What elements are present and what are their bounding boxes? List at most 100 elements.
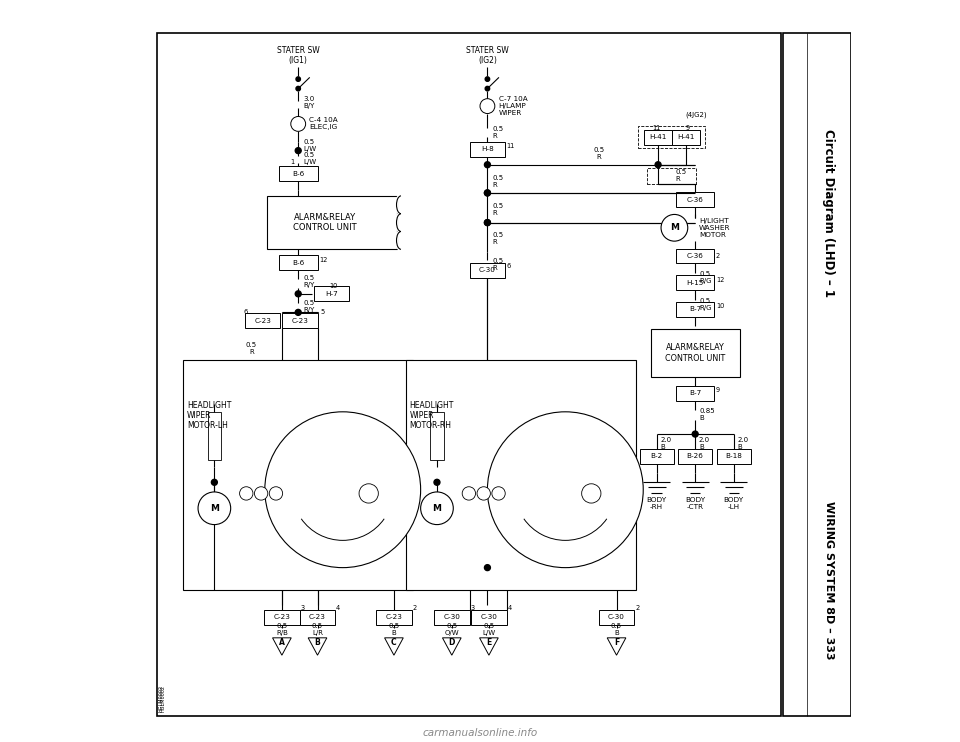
Text: C-36: C-36 xyxy=(686,197,704,203)
Text: 0.5
R/G: 0.5 R/G xyxy=(700,271,712,284)
Circle shape xyxy=(485,190,491,196)
Text: 2.0
B: 2.0 B xyxy=(699,437,710,450)
Circle shape xyxy=(488,412,643,568)
Polygon shape xyxy=(443,638,461,655)
Text: 6: 6 xyxy=(507,263,511,269)
FancyBboxPatch shape xyxy=(644,130,672,145)
Text: 2: 2 xyxy=(636,605,639,611)
Circle shape xyxy=(485,77,490,82)
Circle shape xyxy=(359,484,378,503)
FancyBboxPatch shape xyxy=(638,126,705,148)
Text: 0.5
R: 0.5 R xyxy=(492,174,504,188)
Text: 0.5
R: 0.5 R xyxy=(492,257,504,271)
Text: B-26: B-26 xyxy=(686,453,704,459)
Text: STATER SW
(IG2): STATER SW (IG2) xyxy=(466,46,509,65)
FancyBboxPatch shape xyxy=(264,610,300,625)
Circle shape xyxy=(265,412,420,568)
Text: 11: 11 xyxy=(653,125,660,131)
Circle shape xyxy=(296,77,300,82)
FancyBboxPatch shape xyxy=(183,360,413,590)
Text: C-30: C-30 xyxy=(480,614,497,620)
Text: BODY
-CTR: BODY -CTR xyxy=(685,497,706,510)
FancyBboxPatch shape xyxy=(471,610,507,625)
Text: C-7 10A
H/LAMP
WIPER: C-7 10A H/LAMP WIPER xyxy=(498,96,527,116)
Text: M: M xyxy=(210,504,219,513)
Text: 12: 12 xyxy=(319,257,327,263)
FancyBboxPatch shape xyxy=(676,249,714,263)
FancyBboxPatch shape xyxy=(717,449,751,464)
Text: 0.5
R: 0.5 R xyxy=(492,232,504,246)
FancyBboxPatch shape xyxy=(676,386,714,401)
Text: 12: 12 xyxy=(716,277,725,283)
Text: 3: 3 xyxy=(300,605,304,611)
Text: 4: 4 xyxy=(508,605,512,611)
Text: H-7: H-7 xyxy=(325,291,338,297)
Circle shape xyxy=(462,487,475,500)
FancyBboxPatch shape xyxy=(434,610,469,625)
FancyBboxPatch shape xyxy=(245,313,280,328)
Text: C-30: C-30 xyxy=(608,614,625,620)
Circle shape xyxy=(296,86,300,91)
Circle shape xyxy=(269,487,282,500)
Text: B-2: B-2 xyxy=(651,453,662,459)
Circle shape xyxy=(492,487,505,500)
Text: M: M xyxy=(432,504,442,513)
Text: H/LIGHT
WASHER
MOTOR: H/LIGHT WASHER MOTOR xyxy=(699,218,731,237)
Text: HEADLIGHT
WIPER
MOTOR-LH: HEADLIGHT WIPER MOTOR-LH xyxy=(187,401,231,430)
Circle shape xyxy=(485,190,491,196)
FancyBboxPatch shape xyxy=(782,33,851,716)
Circle shape xyxy=(661,214,687,241)
Polygon shape xyxy=(385,638,403,655)
FancyBboxPatch shape xyxy=(676,275,714,290)
Circle shape xyxy=(655,162,661,168)
Circle shape xyxy=(485,162,491,168)
Text: 2.0
B: 2.0 B xyxy=(737,437,749,450)
Text: H-15: H-15 xyxy=(686,280,704,286)
FancyBboxPatch shape xyxy=(469,263,505,278)
Text: 4: 4 xyxy=(336,605,340,611)
Text: 0.5
R: 0.5 R xyxy=(593,147,604,160)
Text: 0.5
R: 0.5 R xyxy=(492,125,504,139)
Text: A: A xyxy=(279,638,285,647)
Text: 0.5
R: 0.5 R xyxy=(675,169,686,183)
Text: H-41: H-41 xyxy=(649,134,667,140)
Circle shape xyxy=(198,492,230,525)
Text: (4JG2): (4JG2) xyxy=(685,112,708,118)
FancyBboxPatch shape xyxy=(469,142,505,157)
FancyBboxPatch shape xyxy=(639,449,674,464)
Circle shape xyxy=(296,309,301,315)
Text: 0.5
R: 0.5 R xyxy=(492,203,504,216)
Text: 10: 10 xyxy=(716,303,725,309)
Text: E: E xyxy=(487,638,492,647)
Text: 9: 9 xyxy=(716,387,720,393)
Text: C-23: C-23 xyxy=(254,318,271,324)
Polygon shape xyxy=(480,638,498,655)
Circle shape xyxy=(254,487,268,500)
Text: C-4 10A
ELEC,IG: C-4 10A ELEC,IG xyxy=(309,117,338,131)
Text: C-30: C-30 xyxy=(479,267,496,273)
Text: WIRING SYSTEM 8D – 333: WIRING SYSTEM 8D – 333 xyxy=(824,501,834,660)
Text: 2: 2 xyxy=(716,253,720,259)
Text: 0.85
B: 0.85 B xyxy=(700,408,715,421)
Text: STATER SW
(IG1): STATER SW (IG1) xyxy=(276,46,320,65)
FancyBboxPatch shape xyxy=(376,610,412,625)
FancyBboxPatch shape xyxy=(300,610,335,625)
Polygon shape xyxy=(273,638,291,655)
Text: B-7: B-7 xyxy=(689,306,702,312)
Text: 3: 3 xyxy=(470,605,474,611)
Text: H-41: H-41 xyxy=(678,134,695,140)
FancyBboxPatch shape xyxy=(430,412,444,460)
Text: C: C xyxy=(391,638,396,647)
Text: 1: 1 xyxy=(290,159,295,165)
Text: 9: 9 xyxy=(685,125,690,131)
Text: HGLM0002: HGLM0002 xyxy=(161,686,166,712)
Circle shape xyxy=(485,220,491,226)
Text: 3.0
B/Y: 3.0 B/Y xyxy=(303,96,315,109)
Text: ALARM&RELAY
CONTROL UNIT: ALARM&RELAY CONTROL UNIT xyxy=(294,213,357,232)
Polygon shape xyxy=(607,638,626,655)
Circle shape xyxy=(485,220,491,226)
Text: 0.5
R/Y: 0.5 R/Y xyxy=(303,275,315,289)
Text: C-23: C-23 xyxy=(291,318,308,324)
Text: C-23: C-23 xyxy=(274,614,290,620)
Text: ALARM&RELAY
CONTROL UNIT: ALARM&RELAY CONTROL UNIT xyxy=(665,344,726,363)
